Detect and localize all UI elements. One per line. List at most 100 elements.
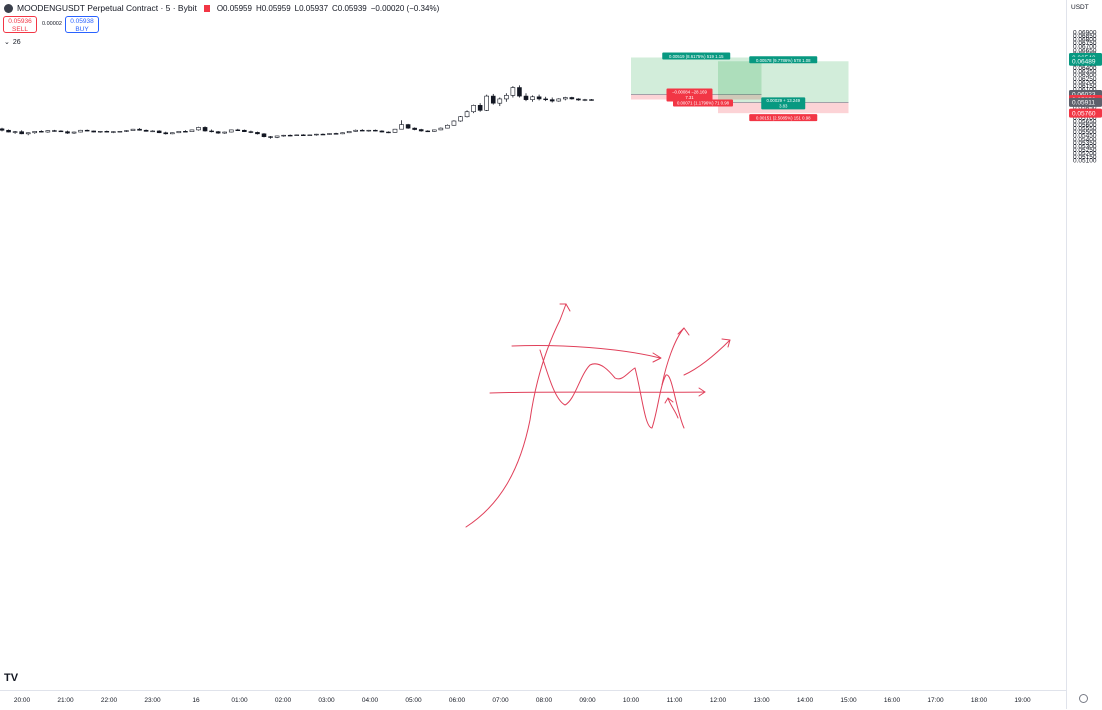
freehand-arrow[interactable] — [559, 303, 571, 312]
candle-body — [255, 132, 260, 135]
freehand-arrow[interactable] — [652, 352, 662, 363]
candle — [366, 129, 372, 132]
price-chart[interactable]: 0.00519 (8.6175%) 519 1.15 −0.00084 −28.1… — [0, 0, 1066, 690]
candle — [353, 129, 359, 132]
candle — [222, 131, 227, 134]
time-tick-label: 01:00 — [231, 697, 248, 704]
candle — [32, 130, 38, 134]
price-tick-label: 0.06900 — [1073, 30, 1097, 37]
candle-body — [84, 129, 90, 132]
freehand-arrow[interactable] — [667, 397, 679, 419]
candle-body — [281, 134, 286, 137]
candle — [52, 129, 57, 132]
freehand-arrow[interactable] — [664, 397, 674, 404]
freehand-arrow[interactable] — [721, 338, 731, 348]
candle — [117, 130, 123, 133]
freehand-arrow[interactable] — [634, 367, 685, 429]
candle — [170, 132, 175, 135]
candle-body — [300, 134, 306, 136]
candle-body — [19, 131, 24, 135]
price-tick-label: 0.06350 — [1073, 69, 1097, 76]
candle — [431, 129, 437, 132]
candle-body — [209, 130, 214, 133]
freehand-arrow[interactable] — [677, 327, 690, 336]
candle — [38, 130, 44, 133]
candle-body — [189, 129, 195, 132]
candle — [150, 130, 155, 133]
pnl-label-line1: −0.00084 −28.169 — [672, 89, 707, 94]
time-scale[interactable]: 20:00 21:00 22:00 23:00 16 01:00 02:00 03:00 04:… — [0, 690, 1066, 710]
candle-body — [52, 130, 57, 132]
sell-label: SELL — [12, 25, 28, 33]
freehand-arrow[interactable] — [698, 387, 706, 397]
candle-body — [183, 131, 188, 133]
candle — [71, 131, 77, 134]
price-tick-label: 0.06200 — [1073, 79, 1097, 86]
price-scale[interactable]: USDT 0.06900 0.06850 0.06800 0.06750 0.06700… — [1066, 0, 1102, 709]
candle-body — [530, 96, 535, 100]
currency-label[interactable]: USDT — [1071, 4, 1089, 11]
stop-label: 0.00151 (2.5085%) 151 0.98 — [749, 114, 818, 122]
profit-zone[interactable] — [718, 61, 849, 103]
indicator-count: 26 — [12, 38, 21, 46]
price-tick-label: 0.06750 — [1073, 40, 1097, 47]
candle-body — [38, 131, 44, 133]
candle — [418, 128, 424, 132]
candle — [327, 133, 332, 135]
price-badge-bg — [1069, 56, 1102, 66]
tradingview-logo[interactable]: TV — [4, 672, 19, 684]
candle-body — [6, 129, 11, 133]
candle-body — [228, 129, 234, 133]
candle-body — [399, 124, 404, 130]
pnl-label-line2: 3.83 — [779, 103, 788, 108]
candle-body — [124, 130, 129, 132]
candle — [543, 96, 548, 102]
price-tick-label: 0.05300 — [1073, 143, 1097, 150]
price-tick-label: 0.05700 — [1073, 115, 1097, 122]
target-label-bg — [749, 56, 818, 64]
candle-body — [484, 95, 490, 111]
candle — [163, 131, 169, 135]
candle — [6, 129, 11, 133]
settings-icon[interactable] — [1079, 694, 1088, 703]
candle-body — [104, 131, 110, 133]
price-tick-label: 0.05400 — [1073, 136, 1097, 143]
ohlc-close: C0.05939 — [332, 3, 367, 13]
pnl-label-line1: 0.00029 + 13.249 — [766, 98, 800, 103]
freehand-arrow[interactable] — [465, 303, 567, 528]
candle-body — [78, 129, 83, 133]
freehand-arrow[interactable] — [511, 345, 661, 359]
sell-button[interactable]: 0.05936 SELL — [3, 16, 37, 33]
price-tick-label: 0.06700 — [1073, 44, 1097, 51]
candle — [504, 93, 509, 102]
candle — [333, 132, 339, 135]
buy-button[interactable]: 0.05938 BUY — [65, 16, 99, 33]
candle — [104, 130, 110, 133]
candle — [124, 130, 129, 133]
candle — [510, 86, 516, 98]
candle — [392, 128, 398, 133]
freehand-arrow[interactable] — [661, 327, 685, 386]
tooltip-label-text: 0.00071 (1.1796%) 71 0.98 — [677, 101, 730, 106]
candle — [425, 130, 431, 133]
candle-body — [320, 133, 326, 136]
indicators-toggle[interactable]: ⌄ 26 — [4, 38, 21, 47]
stop-label-bg — [749, 114, 818, 122]
candle-body — [582, 99, 588, 101]
candle-body — [458, 116, 463, 122]
freehand-arrow[interactable] — [683, 339, 731, 376]
symbol-title[interactable]: MOODENGUSDT Perpetual Contract · 5 · Byb… — [17, 3, 197, 13]
freehand-arrow[interactable] — [489, 391, 706, 394]
candle — [84, 129, 90, 132]
time-tick-label: 14:00 — [797, 697, 814, 704]
freehand-arrow[interactable] — [539, 349, 636, 406]
profit-zone[interactable] — [631, 57, 762, 95]
candle-body — [373, 129, 378, 132]
target-label-text: 0.00578 (9.7786%) 578 1.08 — [756, 58, 811, 63]
candle — [346, 130, 352, 134]
flag-icon[interactable] — [203, 4, 210, 12]
candle-body — [333, 133, 339, 135]
candle-body — [307, 134, 313, 136]
candle-body — [438, 127, 444, 131]
